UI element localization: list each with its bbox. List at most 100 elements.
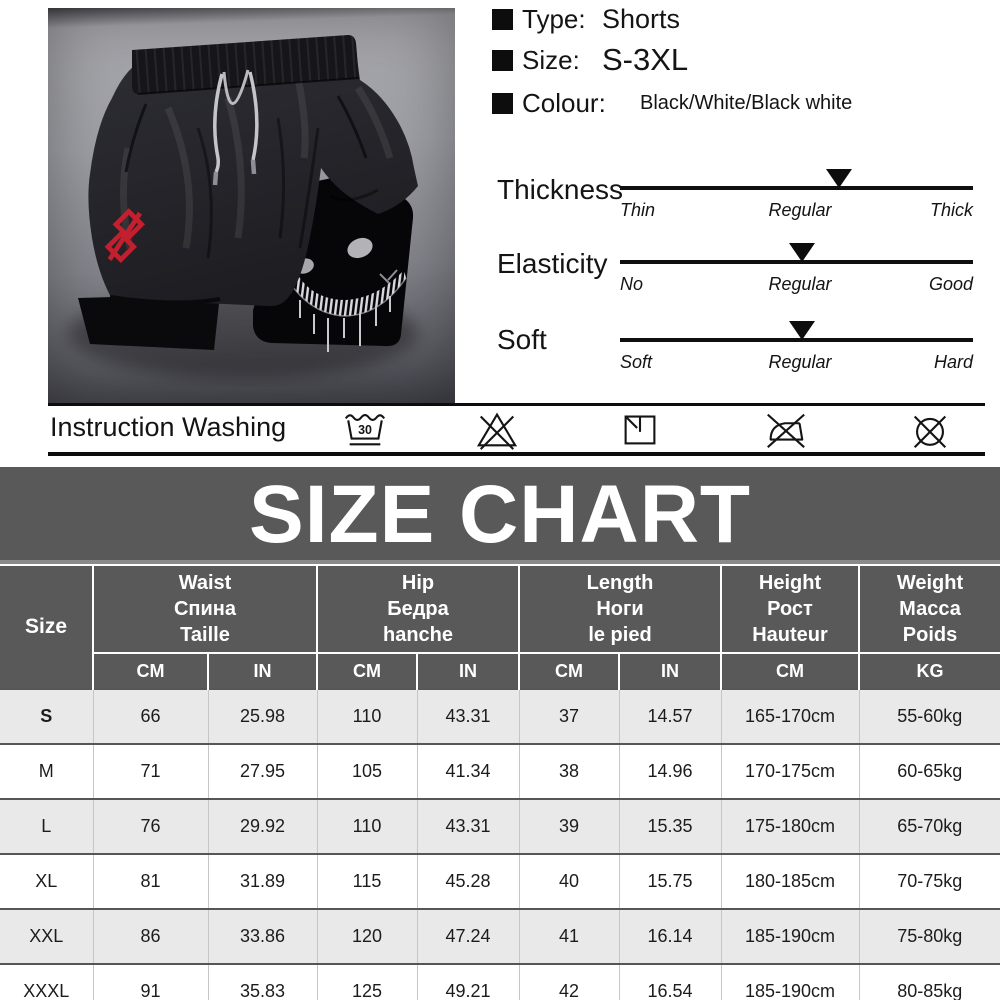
cell: 43.31	[417, 798, 520, 854]
cell: 14.96	[619, 743, 722, 799]
table-row: L 76 29.92 110 43.31 39 15.35 175-180cm …	[0, 798, 1000, 854]
cell: 81	[93, 853, 209, 909]
cell: 15.75	[619, 853, 722, 909]
do-not-dry-clean-icon	[907, 406, 953, 452]
cell: 35.83	[208, 963, 318, 1000]
attr-value-colour: Black/White/Black white	[640, 92, 853, 114]
cell: 91	[93, 963, 209, 1000]
cell: 33.86	[208, 908, 318, 964]
cell: 39	[519, 798, 620, 854]
slider-marker-icon	[788, 243, 815, 262]
cell: 37	[519, 688, 620, 744]
cell: 70-75kg	[859, 853, 1000, 909]
scale-label-min: Soft	[620, 352, 653, 372]
bullet-square-icon	[492, 93, 513, 114]
waistband	[132, 35, 359, 94]
cell: 41	[519, 908, 620, 964]
attr-value-type: Shorts	[602, 4, 681, 34]
do-not-iron-icon	[762, 406, 808, 452]
table-row: M 71 27.95 105 41.34 38 14.96 170-175cm …	[0, 743, 1000, 799]
cell: 60-65kg	[859, 743, 1000, 799]
wash-30-icon: 30	[342, 406, 388, 452]
cell-size: L	[0, 798, 94, 854]
cell: 86	[93, 908, 209, 964]
slider-track-thickness	[620, 169, 973, 190]
slider-name-thickness: Thickness	[497, 174, 624, 205]
cell-size: XXL	[0, 908, 94, 964]
cell: 16.54	[619, 963, 722, 1000]
cell: 47.24	[417, 908, 520, 964]
unit-header: CM	[317, 653, 418, 689]
col-header-hip: Hip Бедра hanche	[317, 566, 520, 654]
cell: 185-190cm	[721, 963, 860, 1000]
smile-drips	[299, 296, 391, 352]
divider	[48, 452, 985, 456]
smile-right-eye	[347, 237, 373, 259]
scale-label-mid: Regular	[768, 200, 832, 220]
unit-header: KG	[859, 653, 1000, 689]
attr-value-size: S-3XL	[602, 42, 689, 77]
cell: 15.35	[619, 798, 722, 854]
cell: 125	[317, 963, 418, 1000]
slider-scale-elasticity: No Regular Good	[620, 274, 973, 298]
cell-size: XXXL	[0, 963, 94, 1000]
cell: 75-80kg	[859, 908, 1000, 964]
slider-track-elasticity	[620, 243, 973, 264]
size-chart-title: SIZE CHART	[0, 467, 1000, 560]
smile-teeth-band	[288, 270, 406, 316]
table-row: XL 81 31.89 115 45.28 40 15.75 180-185cm…	[0, 853, 1000, 909]
unit-header: IN	[208, 653, 318, 689]
cell: 170-175cm	[721, 743, 860, 799]
cell: 31.89	[208, 853, 318, 909]
cell-size: M	[0, 743, 94, 799]
cell: 110	[317, 798, 418, 854]
divider	[48, 403, 985, 406]
cell: 45.28	[417, 853, 520, 909]
cell: 115	[317, 853, 418, 909]
col-header-size: Size	[0, 566, 94, 689]
bullet-square-icon	[492, 9, 513, 30]
table-row: XXXL 91 35.83 125 49.21 42 16.54 185-190…	[0, 963, 1000, 1000]
attr-row-colour: Colour: Black/White/Black white	[492, 88, 852, 119]
attr-label-size: Size:	[522, 44, 580, 75]
slider-name-soft: Soft	[497, 324, 547, 355]
slider-marker-icon	[788, 321, 815, 340]
size-chart-table: Size Waist Спина Taille Hip Бедра hanche Len…	[0, 566, 1000, 1000]
cell-size: S	[0, 688, 94, 744]
cell: 71	[93, 743, 209, 799]
cell: 49.21	[417, 963, 520, 1000]
cell: 80-85kg	[859, 963, 1000, 1000]
unit-header: CM	[721, 653, 860, 689]
slider-marker-icon	[825, 169, 852, 188]
cell: 55-60kg	[859, 688, 1000, 744]
cell: 185-190cm	[721, 908, 860, 964]
compression-layer-left	[78, 294, 220, 350]
do-not-bleach-icon	[474, 406, 520, 452]
cell: 120	[317, 908, 418, 964]
cell: 76	[93, 798, 209, 854]
col-header-height: Height Рост Hauteur	[721, 566, 860, 654]
shorts-illustration	[68, 35, 419, 378]
brand-of-sacrifice-mark	[104, 208, 145, 263]
cell: 43.31	[417, 688, 520, 744]
slider-scale-thickness: Thin Regular Thick	[620, 200, 973, 224]
cell: 175-180cm	[721, 798, 860, 854]
col-header-length: Length Ноги le pied	[519, 566, 722, 654]
washing-instructions-label: Instruction Washing	[50, 412, 287, 442]
scale-label-max: Hard	[933, 352, 973, 372]
fabric-creases	[196, 117, 379, 259]
bullet-square-icon	[492, 49, 513, 71]
scale-label-max: Thick	[929, 200, 973, 220]
smile-brow-marks	[379, 269, 398, 285]
divider	[0, 560, 1000, 566]
cell: 25.98	[208, 688, 318, 744]
cell: 27.95	[208, 743, 318, 799]
scale-label-mid: Regular	[768, 352, 832, 372]
cell: 38	[519, 743, 620, 799]
pocket-slits	[124, 95, 368, 173]
fabric-highlights	[119, 77, 394, 249]
attr-row-size: Size: S-3XL	[492, 42, 688, 78]
attr-row-type: Type: Shorts	[492, 4, 680, 35]
attr-label-colour: Colour:	[522, 88, 606, 118]
